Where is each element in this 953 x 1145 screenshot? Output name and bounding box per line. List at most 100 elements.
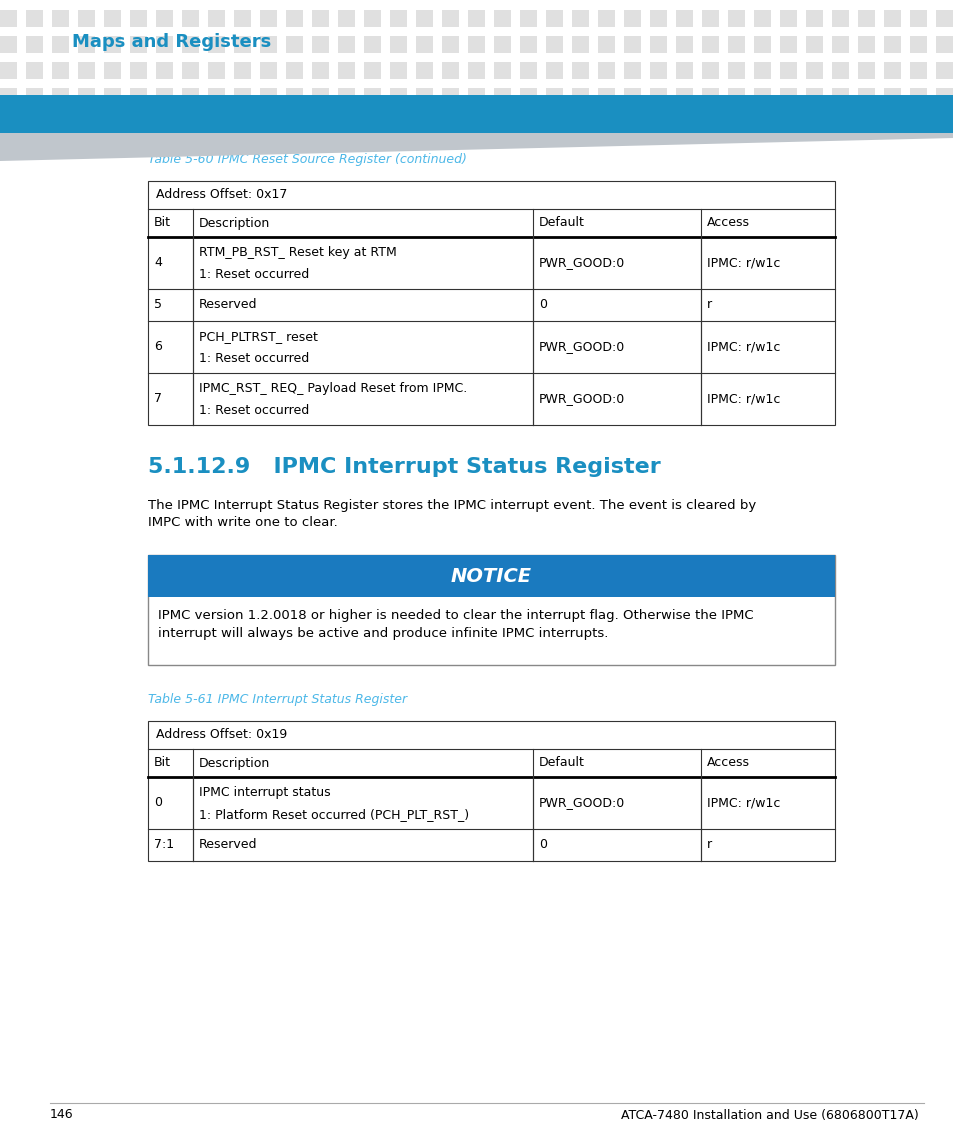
Bar xyxy=(441,10,458,27)
Bar xyxy=(390,10,407,27)
Bar xyxy=(104,10,121,27)
Text: The IPMC Interrupt Status Register stores the IPMC interrupt event. The event is: The IPMC Interrupt Status Register store… xyxy=(148,498,756,512)
Polygon shape xyxy=(0,133,953,161)
Bar xyxy=(935,62,952,79)
Bar xyxy=(831,62,848,79)
Bar xyxy=(52,35,69,53)
Bar xyxy=(701,62,719,79)
Bar xyxy=(260,62,276,79)
Text: IPMC: r/w1c: IPMC: r/w1c xyxy=(706,340,780,354)
Text: 5.1.12.9   IPMC Interrupt Status Register: 5.1.12.9 IPMC Interrupt Status Register xyxy=(148,457,660,477)
Bar xyxy=(0,62,17,79)
Bar xyxy=(148,555,834,597)
Bar xyxy=(701,35,719,53)
Bar xyxy=(883,35,900,53)
Bar xyxy=(337,35,355,53)
Bar xyxy=(312,88,329,105)
Bar xyxy=(598,88,615,105)
Bar xyxy=(545,88,562,105)
Text: 1: Reset occurred: 1: Reset occurred xyxy=(198,268,309,281)
Bar xyxy=(130,62,147,79)
Text: Reserved: Reserved xyxy=(198,838,257,852)
Bar xyxy=(935,10,952,27)
Bar xyxy=(312,35,329,53)
Bar xyxy=(260,35,276,53)
Bar xyxy=(883,88,900,105)
Bar xyxy=(156,10,172,27)
Bar xyxy=(545,35,562,53)
Bar xyxy=(468,10,484,27)
Text: IPMC: r/w1c: IPMC: r/w1c xyxy=(706,393,780,405)
Text: IPMC: r/w1c: IPMC: r/w1c xyxy=(706,256,780,269)
Bar xyxy=(78,35,95,53)
Bar xyxy=(780,35,796,53)
Bar xyxy=(623,10,640,27)
Bar xyxy=(909,62,926,79)
Bar xyxy=(909,10,926,27)
Bar xyxy=(233,62,251,79)
Text: r: r xyxy=(706,838,711,852)
Text: 5: 5 xyxy=(153,299,162,311)
Text: interrupt will always be active and produce infinite IPMC interrupts.: interrupt will always be active and prod… xyxy=(158,626,608,640)
Bar xyxy=(468,62,484,79)
Bar xyxy=(494,62,511,79)
Bar xyxy=(26,88,43,105)
Bar xyxy=(805,88,822,105)
Bar xyxy=(148,181,834,425)
Bar xyxy=(649,10,666,27)
Text: RTM_PB_RST_ Reset key at RTM: RTM_PB_RST_ Reset key at RTM xyxy=(198,246,396,259)
Bar xyxy=(494,10,511,27)
Bar xyxy=(130,35,147,53)
Text: PWR_GOOD:0: PWR_GOOD:0 xyxy=(538,797,624,810)
Text: 1: Platform Reset occurred (PCH_PLT_RST_): 1: Platform Reset occurred (PCH_PLT_RST_… xyxy=(198,808,468,821)
Bar xyxy=(676,35,692,53)
Bar xyxy=(519,10,537,27)
Bar xyxy=(519,62,537,79)
Bar xyxy=(52,10,69,27)
Text: Bit: Bit xyxy=(153,757,171,769)
Bar xyxy=(494,88,511,105)
Text: IPMC version 1.2.0018 or higher is needed to clear the interrupt flag. Otherwise: IPMC version 1.2.0018 or higher is neede… xyxy=(158,608,753,622)
Bar xyxy=(104,35,121,53)
Bar xyxy=(727,10,744,27)
Text: NOTICE: NOTICE xyxy=(451,567,532,585)
Bar xyxy=(805,62,822,79)
Bar xyxy=(468,88,484,105)
Bar xyxy=(52,62,69,79)
Text: Default: Default xyxy=(538,216,584,229)
Bar xyxy=(753,88,770,105)
Bar xyxy=(104,88,121,105)
Bar xyxy=(857,10,874,27)
Bar xyxy=(286,62,303,79)
Text: 1: Reset occurred: 1: Reset occurred xyxy=(198,352,309,365)
Bar xyxy=(935,35,952,53)
Bar xyxy=(364,88,380,105)
Text: Access: Access xyxy=(706,216,749,229)
Bar xyxy=(416,35,433,53)
Bar xyxy=(727,62,744,79)
Bar xyxy=(545,10,562,27)
Text: Access: Access xyxy=(706,757,749,769)
Bar xyxy=(312,62,329,79)
Text: Table 5-61 IPMC Interrupt Status Register: Table 5-61 IPMC Interrupt Status Registe… xyxy=(148,693,407,706)
Bar xyxy=(416,88,433,105)
Text: Table 5-60 IPMC Reset Source Register (continued): Table 5-60 IPMC Reset Source Register (c… xyxy=(148,153,466,166)
Text: Bit: Bit xyxy=(153,216,171,229)
Bar xyxy=(623,35,640,53)
Text: IPMC_RST_ REQ_ Payload Reset from IPMC.: IPMC_RST_ REQ_ Payload Reset from IPMC. xyxy=(198,382,466,395)
Bar xyxy=(337,62,355,79)
Text: Default: Default xyxy=(538,757,584,769)
Text: 0: 0 xyxy=(538,838,546,852)
Bar xyxy=(260,10,276,27)
Bar xyxy=(26,35,43,53)
Bar xyxy=(883,10,900,27)
Bar xyxy=(753,62,770,79)
Bar xyxy=(130,88,147,105)
Bar xyxy=(468,35,484,53)
Bar xyxy=(857,62,874,79)
Text: 1: Reset occurred: 1: Reset occurred xyxy=(198,404,309,417)
Bar xyxy=(572,10,588,27)
Bar xyxy=(545,62,562,79)
Bar xyxy=(727,88,744,105)
Bar xyxy=(104,62,121,79)
